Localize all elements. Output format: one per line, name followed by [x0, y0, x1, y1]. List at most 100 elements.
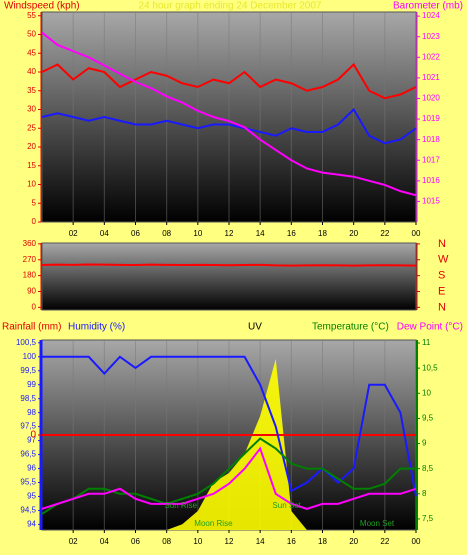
- y-tick-label: 15: [27, 161, 36, 170]
- y2-axis-label: Barometer (mb): [393, 1, 463, 12]
- y2-tick-label: E: [438, 285, 445, 297]
- y-tick-label: 0: [32, 302, 37, 311]
- y2-tick-label: S: [438, 270, 445, 282]
- y2-tick-label: N: [438, 301, 446, 313]
- x-tick-label: 04: [100, 537, 109, 546]
- series-line: [41, 446, 417, 510]
- rain-label: Rainfall (mm): [2, 322, 61, 333]
- y-tick-label: 98,5: [20, 394, 36, 403]
- y-tick-label: 94: [27, 520, 36, 529]
- y2-tick-label: 11: [422, 338, 431, 347]
- y-tick-label: 10: [27, 180, 36, 189]
- x-tick-label: 10: [193, 537, 202, 546]
- x-tick-label: 08: [162, 229, 171, 238]
- uv-label: UV: [248, 322, 262, 333]
- y2-tick-label: N: [438, 238, 446, 250]
- y-tick-label: 20: [27, 142, 36, 151]
- y2-tick-label: 1018: [422, 135, 440, 144]
- y2-tick-label: 1024: [422, 11, 440, 20]
- rain-tick-label: 0: [30, 430, 36, 441]
- y-tick-label: 96,5: [20, 450, 36, 459]
- x-tick-label: 18: [318, 229, 327, 238]
- x-tick-label: 08: [162, 537, 171, 546]
- y2-tick-label: 1019: [422, 114, 440, 123]
- x-tick-label: 04: [100, 229, 109, 238]
- series-line: [41, 62, 417, 100]
- y-tick-label: 90: [27, 287, 36, 296]
- series-line: [42, 355, 417, 497]
- series-line: [41, 263, 417, 267]
- x-tick-label: 06: [131, 537, 140, 546]
- y-tick-label: 270: [23, 255, 37, 264]
- x-tick-label: 02: [69, 229, 78, 238]
- series-line: [41, 107, 417, 145]
- y2-tick-label: 7,5: [422, 514, 434, 523]
- y-tick-label: 360: [23, 239, 37, 248]
- y-tick-label: 94,5: [20, 506, 36, 515]
- y-tick-label: 97,5: [20, 422, 36, 431]
- x-tick-label: 12: [225, 229, 234, 238]
- y2-tick-label: 8: [422, 489, 427, 498]
- y2-tick-label: 1016: [422, 176, 440, 185]
- y-tick-label: 180: [23, 271, 37, 280]
- y2-tick-label: 10: [422, 388, 431, 397]
- x-tick-label: 16: [287, 537, 296, 546]
- y-tick-label: 95: [27, 492, 36, 501]
- plot-area: [41, 242, 417, 311]
- uv-area: [42, 359, 416, 530]
- y-tick-label: 5: [32, 198, 37, 207]
- y-axis-label: Windspeed (kph): [4, 1, 80, 12]
- annotation: Moon Set: [360, 519, 395, 528]
- x-tick-label: 00: [412, 229, 421, 238]
- y2-tick-label: 8,5: [422, 464, 434, 473]
- x-tick-label: 16: [287, 229, 296, 238]
- y-tick-label: 45: [27, 48, 36, 57]
- x-tick-label: 14: [256, 229, 265, 238]
- chart-title: 24 hour graph ending 24 December 2007: [139, 1, 322, 12]
- y-tick-label: 50: [27, 30, 36, 39]
- y-tick-label: 99,5: [20, 366, 36, 375]
- y-tick-label: 30: [27, 105, 36, 114]
- y-tick-label: 99: [27, 380, 36, 389]
- x-tick-label: 06: [131, 229, 140, 238]
- y2-tick-label: 10,5: [422, 363, 438, 372]
- y2-tick-label: 1020: [422, 94, 440, 103]
- annotation: Sun Set: [272, 501, 301, 510]
- y-tick-label: 95,5: [20, 478, 36, 487]
- y2-tick-label: 1021: [422, 73, 440, 82]
- x-tick-label: 02: [69, 537, 78, 546]
- y-tick-label: 97: [27, 436, 36, 445]
- y2-tick-label: W: [438, 254, 449, 266]
- x-tick-label: 00: [412, 537, 421, 546]
- y2-tick-label: 1017: [422, 155, 440, 164]
- y2-tick-label: 1015: [422, 197, 440, 206]
- annotation: Sun Rise: [164, 501, 197, 510]
- dewpoint-label: Dew Point (°C): [397, 322, 463, 333]
- x-tick-label: 20: [349, 229, 358, 238]
- y2-tick-label: 9: [422, 439, 427, 448]
- y2-tick-label: 1022: [422, 52, 440, 61]
- series-line: [41, 31, 417, 197]
- y-tick-label: 98: [27, 408, 36, 417]
- humidity-label: Humidity (%): [68, 322, 125, 333]
- y-tick-label: 0: [32, 217, 37, 226]
- y2-tick-label: 1023: [422, 32, 440, 41]
- y-tick-label: 100,5: [16, 338, 37, 347]
- y-tick-label: 40: [27, 67, 36, 76]
- x-tick-label: 14: [256, 537, 265, 546]
- x-tick-label: 22: [380, 229, 389, 238]
- x-tick-label: 22: [380, 537, 389, 546]
- y-tick-label: 96: [27, 464, 36, 473]
- y-tick-label: 55: [27, 11, 36, 20]
- x-tick-label: 12: [225, 537, 234, 546]
- annotation: Moon Rise: [194, 519, 233, 528]
- y-tick-label: 25: [27, 123, 36, 132]
- x-tick-label: 18: [318, 537, 327, 546]
- x-tick-label: 10: [193, 229, 202, 238]
- y-tick-label: 100: [23, 352, 37, 361]
- series-line: [41, 437, 416, 515]
- x-tick-label: 20: [349, 537, 358, 546]
- temperature-label: Temperature (°C): [312, 322, 389, 333]
- y2-tick-label: 9,5: [422, 414, 434, 423]
